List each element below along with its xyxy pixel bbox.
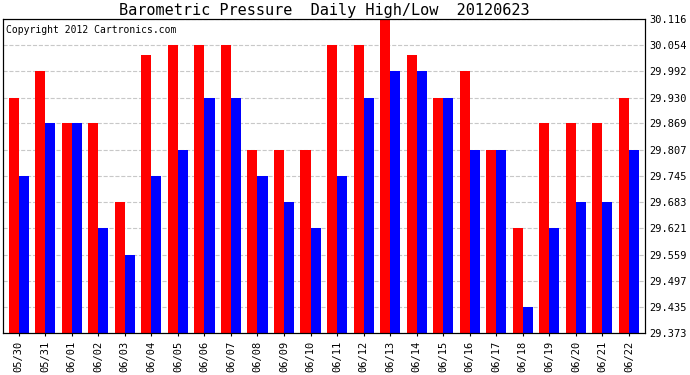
Bar xyxy=(195,45,204,333)
Bar xyxy=(98,228,108,333)
Bar xyxy=(513,228,523,333)
Bar xyxy=(72,123,82,333)
Bar xyxy=(125,255,135,333)
Bar xyxy=(88,123,98,333)
Bar xyxy=(337,176,347,333)
Bar xyxy=(364,98,374,333)
Bar xyxy=(592,123,602,333)
Bar xyxy=(566,123,576,333)
Bar xyxy=(178,150,188,333)
Text: Copyright 2012 Cartronics.com: Copyright 2012 Cartronics.com xyxy=(6,25,177,35)
Bar xyxy=(284,202,294,333)
Bar xyxy=(19,176,29,333)
Bar xyxy=(248,150,257,333)
Bar xyxy=(549,228,560,333)
Bar xyxy=(390,71,400,333)
Title: Barometric Pressure  Daily High/Low  20120623: Barometric Pressure Daily High/Low 20120… xyxy=(119,3,529,18)
Bar xyxy=(443,98,453,333)
Bar xyxy=(35,71,46,333)
Bar xyxy=(540,123,549,333)
Bar xyxy=(523,307,533,333)
Bar xyxy=(619,98,629,333)
Bar xyxy=(417,71,427,333)
Bar xyxy=(433,98,443,333)
Bar xyxy=(274,150,284,333)
Bar xyxy=(141,56,151,333)
Bar xyxy=(470,150,480,333)
Bar xyxy=(460,71,470,333)
Bar xyxy=(380,19,390,333)
Bar xyxy=(61,123,72,333)
Bar xyxy=(486,150,496,333)
Bar xyxy=(602,202,613,333)
Bar xyxy=(46,123,55,333)
Bar xyxy=(151,176,161,333)
Bar xyxy=(231,98,241,333)
Bar xyxy=(406,56,417,333)
Bar xyxy=(353,45,364,333)
Bar xyxy=(300,150,310,333)
Bar xyxy=(8,98,19,333)
Bar xyxy=(115,202,125,333)
Bar xyxy=(257,176,268,333)
Bar xyxy=(168,45,178,333)
Bar xyxy=(310,228,321,333)
Bar xyxy=(204,98,215,333)
Bar xyxy=(327,45,337,333)
Bar xyxy=(629,150,639,333)
Bar xyxy=(496,150,506,333)
Bar xyxy=(576,202,586,333)
Bar xyxy=(221,45,231,333)
